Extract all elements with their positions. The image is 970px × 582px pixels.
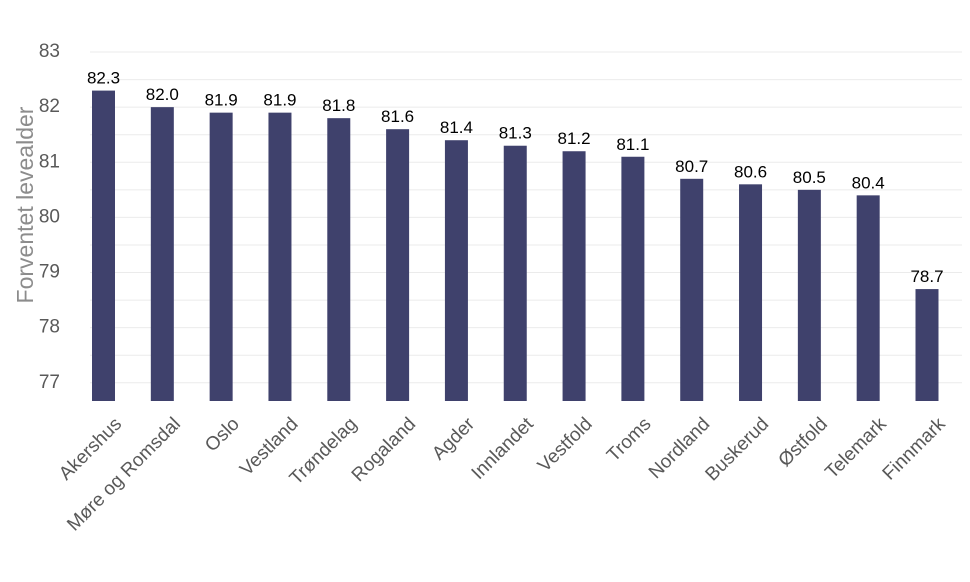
data-label: 80.4: [852, 173, 885, 192]
data-label: 81.9: [263, 91, 296, 110]
y-tick-label: 82: [39, 96, 60, 117]
data-label: 78.7: [910, 267, 943, 286]
bar: [444, 140, 468, 401]
y-tick-label: 83: [39, 41, 60, 62]
y-axis-ticks: 77 78 79 80 81 82 83: [39, 41, 60, 393]
bars: [92, 90, 939, 402]
data-label: 81.9: [205, 91, 238, 110]
x-category-label: Møre og Romsdal: [63, 414, 185, 536]
bar: [503, 145, 527, 401]
x-category-label: Agder: [428, 413, 479, 464]
y-tick-label: 79: [39, 262, 60, 283]
bar: [739, 184, 763, 401]
bar: [797, 189, 821, 401]
y-axis-title: Forventet levealder: [12, 106, 38, 303]
x-category-label: Østfold: [775, 414, 832, 471]
bar: [562, 151, 586, 401]
bar: [92, 90, 115, 401]
data-label: 80.7: [675, 157, 708, 176]
bar: [856, 195, 880, 401]
bar: [386, 129, 410, 401]
y-tick-label: 81: [39, 151, 60, 172]
data-label: 81.6: [381, 107, 414, 126]
y-tick-label: 80: [39, 206, 60, 227]
bar: [268, 112, 292, 402]
y-tick-label: 77: [39, 372, 60, 393]
x-category-label: Troms: [603, 414, 655, 466]
data-label: 82.0: [146, 85, 179, 104]
data-label: 81.2: [558, 129, 591, 148]
bar: [680, 178, 704, 401]
data-label: 82.3: [87, 69, 120, 88]
x-category-label: Buskerud: [702, 414, 774, 486]
bar: [327, 118, 351, 402]
x-category-label: Oslo: [201, 414, 243, 456]
x-category-label: Rogaland: [348, 414, 420, 486]
x-category-label: Innlandet: [468, 413, 539, 484]
x-category-label: Vestfold: [534, 414, 597, 477]
bar: [621, 156, 645, 401]
y-tick-label: 78: [39, 317, 60, 338]
data-labels: 82.3 82.0 81.9 81.9 81.8 81.6 81.4 81.3 81.2 81.1…: [87, 69, 944, 286]
data-label: 81.1: [616, 135, 649, 154]
data-label: 80.5: [793, 168, 826, 187]
bar: [209, 112, 233, 402]
bar: [915, 289, 939, 401]
data-label: 80.6: [734, 162, 767, 181]
data-label: 81.3: [499, 124, 532, 143]
x-category-label: Finnmark: [879, 413, 950, 484]
data-label: 81.4: [440, 118, 473, 137]
data-label: 81.8: [322, 96, 355, 115]
bar: [150, 107, 174, 402]
